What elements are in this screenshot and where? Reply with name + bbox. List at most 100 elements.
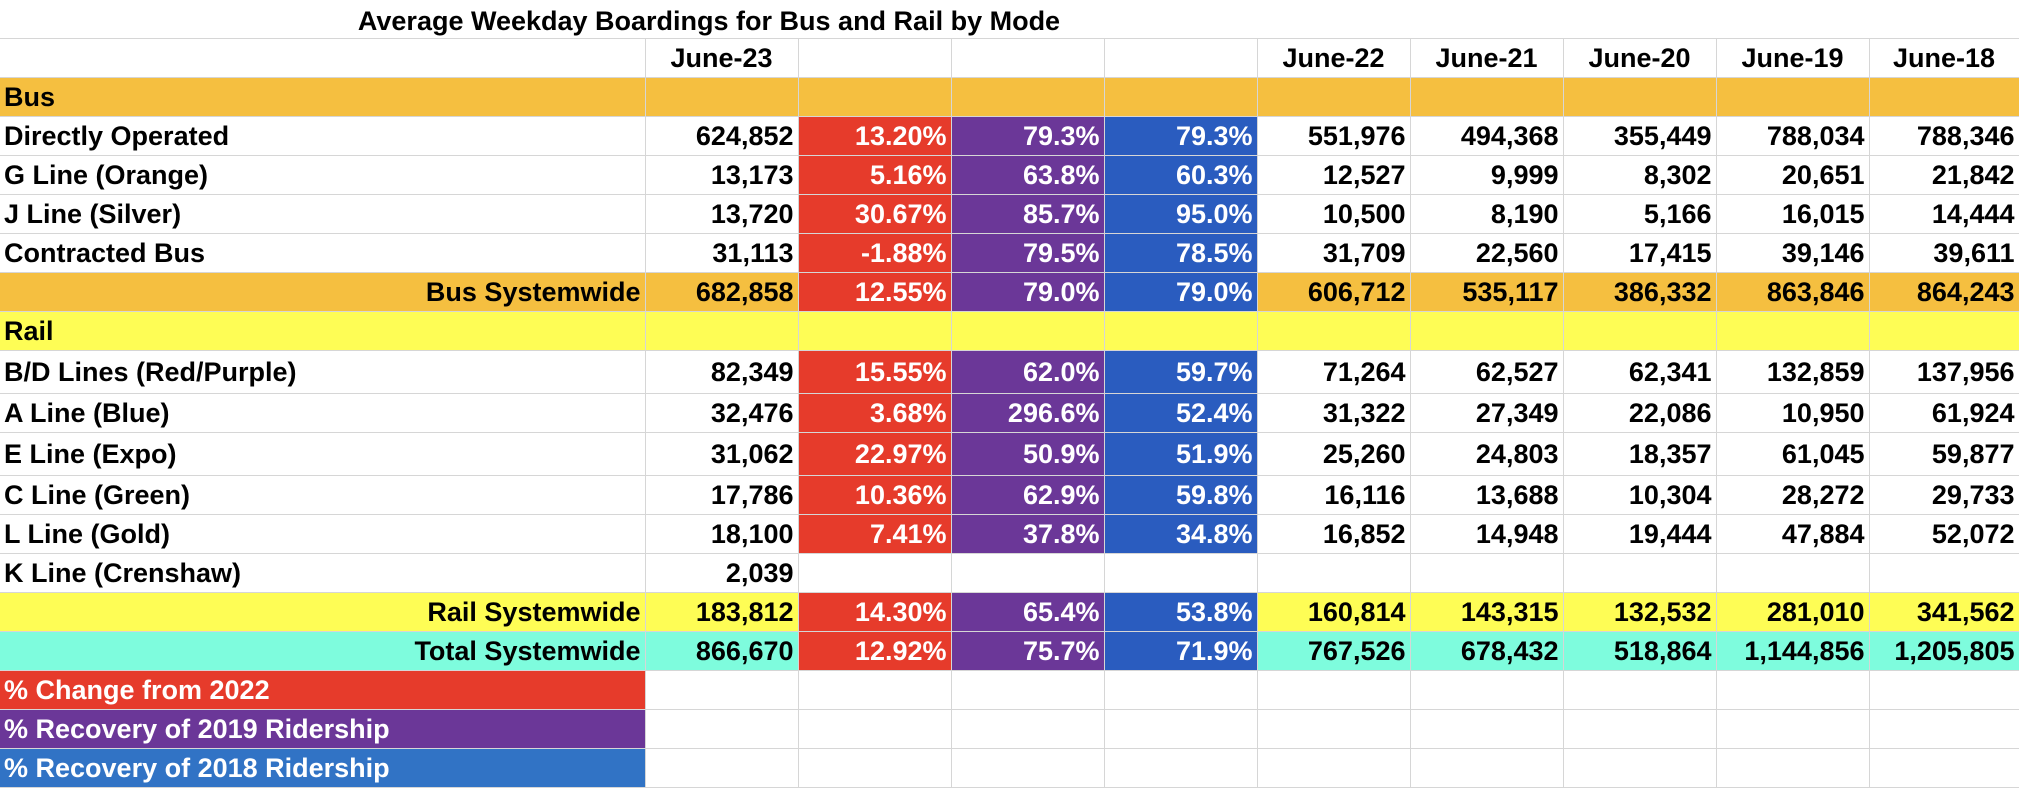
june-22-cell[interactable]: 12,527 bbox=[1257, 155, 1411, 195]
empty-cell[interactable] bbox=[1410, 670, 1564, 710]
bus-band-cell[interactable] bbox=[1410, 77, 1564, 117]
june-20-cell[interactable]: 8,302 bbox=[1563, 155, 1717, 195]
june-19-cell[interactable]: 61,045 bbox=[1716, 432, 1870, 476]
june-19-cell[interactable]: 47,884 bbox=[1716, 514, 1870, 554]
recovery-2018-cell[interactable]: 60.3% bbox=[1104, 155, 1258, 195]
rail-band-cell[interactable] bbox=[1563, 311, 1717, 351]
june-20-cell[interactable] bbox=[1563, 553, 1717, 593]
june-22-cell[interactable]: 31,709 bbox=[1257, 233, 1411, 273]
recovery-2018-cell[interactable]: 95.0% bbox=[1104, 194, 1258, 234]
june-20-cell[interactable]: 22,086 bbox=[1563, 393, 1717, 433]
june-18-cell[interactable]: 29,733 bbox=[1869, 475, 2019, 515]
change-cell[interactable]: 10.36% bbox=[798, 475, 952, 515]
empty-cell[interactable] bbox=[1563, 748, 1717, 788]
empty-cell[interactable] bbox=[798, 670, 952, 710]
bus-band-cell[interactable] bbox=[951, 77, 1105, 117]
june-18-cell[interactable]: 61,924 bbox=[1869, 393, 2019, 433]
recovery-2019-cell[interactable]: 296.6% bbox=[951, 393, 1105, 433]
recovery-2019-cell[interactable]: 85.7% bbox=[951, 194, 1105, 234]
change-cell[interactable]: 30.67% bbox=[798, 194, 952, 234]
change-cell[interactable]: 12.92% bbox=[798, 631, 952, 671]
rail-band-cell[interactable] bbox=[798, 311, 952, 351]
june-18-cell[interactable]: 788,346 bbox=[1869, 116, 2019, 156]
recovery-2018-cell[interactable]: 79.0% bbox=[1104, 272, 1258, 312]
june-21-cell[interactable]: 13,688 bbox=[1410, 475, 1564, 515]
june-18-cell[interactable]: 341,562 bbox=[1869, 592, 2019, 632]
june-22-cell[interactable]: 71,264 bbox=[1257, 350, 1411, 394]
june-21-cell[interactable]: 24,803 bbox=[1410, 432, 1564, 476]
june-23-cell[interactable]: 17,786 bbox=[645, 475, 799, 515]
recovery-2019-cell[interactable]: 75.7% bbox=[951, 631, 1105, 671]
june-23-cell[interactable]: 31,062 bbox=[645, 432, 799, 476]
header-blank-cell[interactable] bbox=[0, 39, 646, 78]
june-19-cell[interactable]: 1,144,856 bbox=[1716, 631, 1870, 671]
rail-band-cell[interactable] bbox=[951, 311, 1105, 351]
recovery-2018-cell[interactable]: 78.5% bbox=[1104, 233, 1258, 273]
header-june-18[interactable]: June-18 bbox=[1869, 39, 2019, 78]
empty-cell[interactable] bbox=[1869, 709, 2019, 749]
change-cell[interactable]: 5.16% bbox=[798, 155, 952, 195]
header-june-23[interactable]: June-23 bbox=[645, 39, 799, 78]
june-22-cell[interactable]: 551,976 bbox=[1257, 116, 1411, 156]
june-22-cell[interactable]: 16,116 bbox=[1257, 475, 1411, 515]
june-23-cell[interactable]: 624,852 bbox=[645, 116, 799, 156]
bus-band-cell[interactable] bbox=[1257, 77, 1411, 117]
empty-cell[interactable] bbox=[951, 748, 1105, 788]
june-23-cell[interactable]: 682,858 bbox=[645, 272, 799, 312]
june-20-cell[interactable]: 17,415 bbox=[1563, 233, 1717, 273]
empty-cell[interactable] bbox=[1104, 748, 1258, 788]
change-cell[interactable]: 22.97% bbox=[798, 432, 952, 476]
empty-cell[interactable] bbox=[1410, 748, 1564, 788]
empty-cell[interactable] bbox=[951, 670, 1105, 710]
empty-cell[interactable] bbox=[645, 670, 799, 710]
empty-cell[interactable] bbox=[798, 748, 952, 788]
row-label[interactable]: K Line (Crenshaw) bbox=[0, 553, 646, 593]
change-cell[interactable]: 14.30% bbox=[798, 592, 952, 632]
bus-band-cell[interactable] bbox=[645, 77, 799, 117]
header-june-20[interactable]: June-20 bbox=[1563, 39, 1717, 78]
recovery-2018-cell[interactable]: 51.9% bbox=[1104, 432, 1258, 476]
empty-cell[interactable] bbox=[645, 709, 799, 749]
change-cell[interactable] bbox=[798, 553, 952, 593]
recovery-2019-cell[interactable]: 63.8% bbox=[951, 155, 1105, 195]
recovery-2018-cell[interactable]: 52.4% bbox=[1104, 393, 1258, 433]
june-18-cell[interactable]: 864,243 bbox=[1869, 272, 2019, 312]
june-21-cell[interactable]: 8,190 bbox=[1410, 194, 1564, 234]
row-label[interactable]: E Line (Expo) bbox=[0, 432, 646, 476]
header-june-21[interactable]: June-21 bbox=[1410, 39, 1564, 78]
bus-band-cell[interactable] bbox=[1716, 77, 1870, 117]
change-cell[interactable]: 12.55% bbox=[798, 272, 952, 312]
june-18-cell[interactable]: 39,611 bbox=[1869, 233, 2019, 273]
recovery-2019-cell[interactable]: 79.5% bbox=[951, 233, 1105, 273]
june-23-cell[interactable]: 31,113 bbox=[645, 233, 799, 273]
june-18-cell[interactable]: 137,956 bbox=[1869, 350, 2019, 394]
june-19-cell[interactable] bbox=[1716, 553, 1870, 593]
row-label[interactable]: Directly Operated bbox=[0, 116, 646, 156]
recovery-2019-cell[interactable]: 65.4% bbox=[951, 592, 1105, 632]
empty-cell[interactable] bbox=[1257, 709, 1411, 749]
june-23-cell[interactable]: 13,720 bbox=[645, 194, 799, 234]
june-23-cell[interactable]: 183,812 bbox=[645, 592, 799, 632]
empty-cell[interactable] bbox=[1104, 670, 1258, 710]
rail-band-cell[interactable] bbox=[1716, 311, 1870, 351]
recovery-2018-cell[interactable]: 79.3% bbox=[1104, 116, 1258, 156]
june-22-cell[interactable] bbox=[1257, 553, 1411, 593]
legend-recovery-2018[interactable]: % Recovery of 2018 Ridership bbox=[0, 748, 646, 788]
june-22-cell[interactable]: 10,500 bbox=[1257, 194, 1411, 234]
rail-section-label[interactable]: Rail bbox=[0, 311, 646, 351]
bus-band-cell[interactable] bbox=[1104, 77, 1258, 117]
header-rec19-cell[interactable] bbox=[951, 39, 1105, 78]
header-change-cell[interactable] bbox=[798, 39, 952, 78]
june-23-cell[interactable]: 866,670 bbox=[645, 631, 799, 671]
change-cell[interactable]: -1.88% bbox=[798, 233, 952, 273]
empty-cell[interactable] bbox=[1563, 709, 1717, 749]
june-23-cell[interactable]: 2,039 bbox=[645, 553, 799, 593]
june-19-cell[interactable]: 20,651 bbox=[1716, 155, 1870, 195]
rail-band-cell[interactable] bbox=[645, 311, 799, 351]
june-20-cell[interactable]: 10,304 bbox=[1563, 475, 1717, 515]
june-19-cell[interactable]: 28,272 bbox=[1716, 475, 1870, 515]
june-19-cell[interactable]: 863,846 bbox=[1716, 272, 1870, 312]
empty-cell[interactable] bbox=[1869, 670, 2019, 710]
empty-cell[interactable] bbox=[798, 709, 952, 749]
june-20-cell[interactable]: 386,332 bbox=[1563, 272, 1717, 312]
